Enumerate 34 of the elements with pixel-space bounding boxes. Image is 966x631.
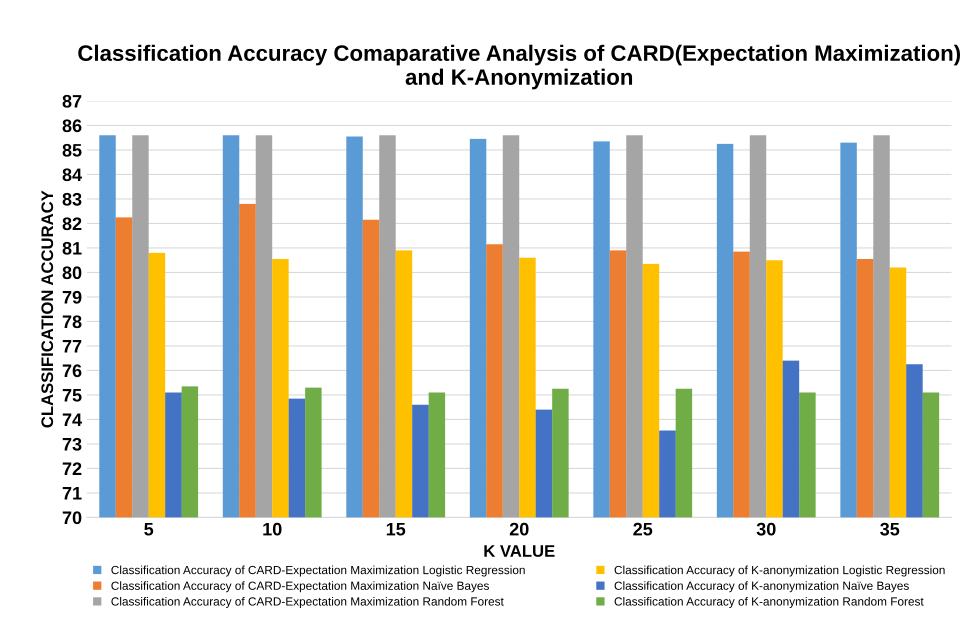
y-tick-label: 79	[62, 290, 82, 304]
x-axis-title: K VALUE	[484, 545, 555, 557]
y-tick-label: 83	[62, 192, 82, 206]
legend-label: Classification Accuracy of CARD-Expectation Maximization Naïve Bayes	[111, 581, 489, 592]
x-tick-label: 35	[880, 522, 900, 536]
y-tick-label: 76	[62, 364, 82, 378]
legend-label: Classification Accuracy of K-anonymization Logistic Regression	[614, 566, 945, 577]
x-tick-label: 10	[263, 522, 282, 536]
y-tick-label: 75	[62, 389, 82, 402]
legend-label: Classification Accuracy of CARD-Expectation Maximization Random Forest	[111, 596, 504, 608]
y-tick-label: 84	[62, 168, 82, 182]
y-tick-label: 87	[62, 94, 82, 108]
legend-label: Classification Accuracy of K-anonymization Random Forest	[614, 596, 924, 608]
x-tick-label: 25	[633, 522, 652, 536]
y-tick-label: 70	[62, 511, 82, 524]
y-tick-label: 82	[62, 217, 82, 230]
y-axis-title: CLASSIFICATION ACCURACY	[41, 190, 54, 428]
x-tick-label: 30	[756, 522, 776, 536]
y-tick-label: 71	[62, 487, 82, 500]
x-tick-label: 15	[386, 522, 406, 536]
y-tick-label: 80	[62, 266, 82, 280]
y-tick-label: 78	[62, 315, 82, 328]
y-tick-label: 81	[62, 242, 82, 255]
y-tick-label: 73	[62, 438, 82, 451]
y-tick-label: 86	[62, 119, 82, 132]
chart-title: Classification Accuracy Comaparative Analysis of CARD(Expectation Maximization) and K-Anonymization	[78, 44, 960, 90]
y-tick-label: 77	[62, 340, 82, 352]
legend-label: Classification Accuracy of CARD-Expectation Maximization Logistic Regression	[111, 566, 525, 577]
y-tick-label: 85	[62, 144, 82, 157]
y-tick-label: 72	[62, 462, 82, 475]
x-tick-label: 20	[510, 522, 529, 536]
y-tick-label: 74	[62, 414, 82, 426]
legend-label: Classification Accuracy of K-anonymization Naïve Bayes	[614, 581, 909, 592]
x-tick-label: 5	[144, 522, 154, 536]
